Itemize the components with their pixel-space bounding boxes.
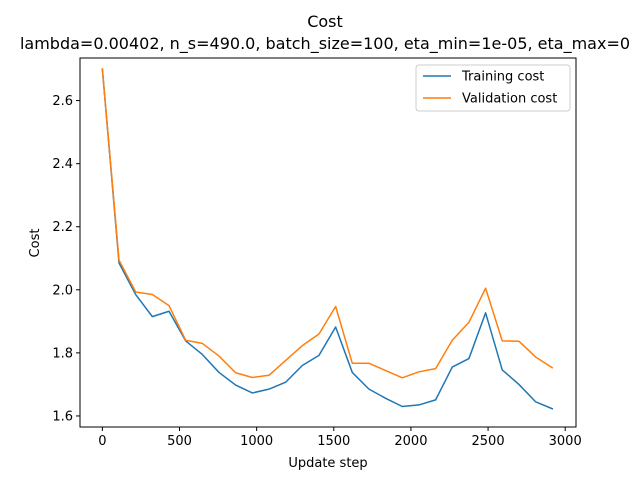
x-tick-label: 2500 (472, 434, 505, 449)
y-tick-label: 2.6 (52, 94, 73, 109)
x-axis-label: Update step (288, 456, 367, 471)
x-tick-label: 1500 (317, 434, 350, 449)
x-tick-label: 3000 (549, 434, 582, 449)
x-tick-label: 1000 (240, 434, 273, 449)
chart-title: Cost (307, 12, 343, 31)
x-tick-label: 0 (98, 434, 106, 449)
y-axis-label: Cost (28, 229, 43, 258)
y-tick-label: 1.6 (52, 409, 73, 424)
plot-frame (79, 57, 577, 428)
y-tick-label: 1.8 (52, 346, 73, 361)
legend-box (415, 64, 571, 112)
y-tick-label: 2.0 (52, 283, 73, 298)
series-layer (101, 68, 554, 410)
y-tick-label: 2.4 (52, 157, 73, 172)
legend: Training cost Validation cost (415, 64, 571, 112)
chart-subtitle: lambda=0.00402, n_s=490.0, batch_size=10… (20, 34, 630, 54)
validation-cost-line (101, 68, 554, 379)
x-tick-label: 500 (167, 434, 192, 449)
y-axis-ticks: 1.6 1.8 2.0 2.2 2.4 2.6 (52, 94, 80, 424)
x-axis-ticks: 0 500 1000 1500 2000 2500 3000 (98, 427, 582, 449)
legend-label-training-cost: Training cost (461, 70, 544, 85)
x-tick-label: 2000 (394, 434, 427, 449)
y-tick-label: 2.2 (52, 220, 73, 235)
training-cost-line (101, 68, 554, 410)
legend-label-validation-cost: Validation cost (462, 92, 557, 107)
